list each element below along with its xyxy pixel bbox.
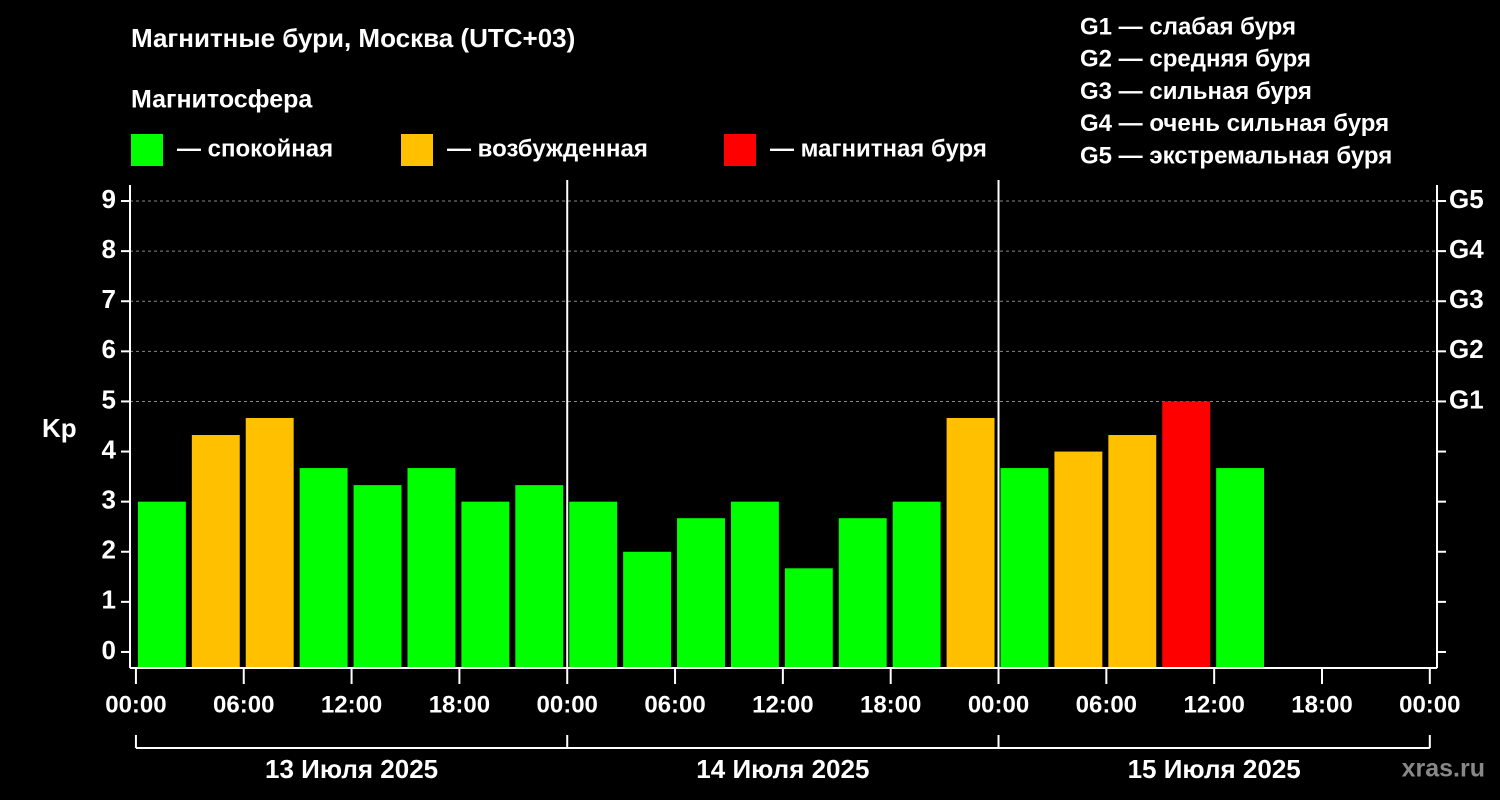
y2-tick-label: G2 (1449, 334, 1484, 364)
bar (838, 518, 887, 668)
bar (1000, 468, 1049, 668)
y-tick-label: 9 (102, 184, 116, 214)
x-tick-label: 00:00 (1399, 691, 1460, 718)
bar (569, 501, 618, 668)
x-tick-label: 00:00 (968, 691, 1029, 718)
y2-tick-label: G4 (1449, 234, 1484, 264)
y-tick-label: 5 (102, 384, 116, 414)
x-tick-label: 00:00 (537, 691, 598, 718)
x-tick-label: 18:00 (860, 691, 921, 718)
legend-label: — спокойная (177, 135, 333, 162)
bar (1108, 435, 1157, 668)
storm-scale-label: G1 — слабая буря (1080, 13, 1296, 40)
legend-swatch (131, 134, 163, 166)
bar (677, 518, 725, 668)
x-tick-label: 12:00 (321, 691, 382, 718)
y-tick-label: 7 (102, 284, 116, 314)
storm-scale-label: G4 — очень сильная буря (1080, 110, 1389, 137)
y-tick-label: 1 (102, 585, 116, 615)
bar (1216, 468, 1265, 668)
y2-tick-label: G5 (1449, 184, 1484, 214)
y-axis-label: Kp (42, 413, 77, 443)
y2-tick-label: G3 (1449, 284, 1484, 314)
legend-swatch (724, 134, 756, 166)
y-tick-label: 8 (102, 234, 116, 264)
x-tick-label: 00:00 (105, 691, 166, 718)
legend-swatch (401, 134, 433, 166)
bar (137, 501, 186, 668)
bar (946, 417, 995, 668)
legend-title: Магнитосфера (131, 86, 313, 114)
y-tick-label: 3 (102, 485, 116, 515)
y-tick-label: 4 (102, 434, 117, 464)
legend-label: — магнитная буря (770, 135, 987, 162)
x-tick-label: 06:00 (644, 691, 705, 718)
bar (407, 468, 456, 668)
bar (515, 485, 564, 668)
x-tick-label: 12:00 (752, 691, 813, 718)
bar (730, 501, 779, 668)
bar (784, 568, 833, 668)
y2-tick-label: G1 (1449, 384, 1484, 414)
storm-scale-label: G3 — сильная буря (1080, 78, 1312, 105)
y-tick-label: 0 (102, 635, 116, 665)
storm-scale-label: G5 — экстремальная буря (1080, 143, 1392, 170)
bar (353, 485, 402, 668)
bar (245, 417, 294, 668)
chart-title: Магнитные бури, Москва (UTC+03) (131, 23, 575, 53)
watermark: xras.ru (1402, 755, 1485, 783)
bar (892, 501, 941, 668)
y-tick-label: 6 (102, 334, 116, 364)
x-tick-label: 18:00 (1291, 691, 1352, 718)
legend-label: — возбужденная (447, 135, 648, 162)
day-label: 14 Июля 2025 (696, 754, 869, 784)
x-tick-label: 12:00 (1183, 691, 1244, 718)
day-label: 15 Июля 2025 (1128, 754, 1301, 784)
storm-scale-label: G2 — средняя буря (1080, 46, 1311, 73)
bar (191, 435, 240, 668)
y-tick-label: 2 (102, 535, 116, 565)
bar (1162, 401, 1211, 668)
bar (1054, 451, 1103, 668)
bar (461, 501, 510, 668)
x-tick-label: 06:00 (1076, 691, 1137, 718)
day-label: 13 Июля 2025 (265, 754, 438, 784)
x-tick-label: 18:00 (429, 691, 490, 718)
x-tick-label: 06:00 (213, 691, 274, 718)
bar (623, 551, 672, 668)
bar (299, 468, 348, 668)
